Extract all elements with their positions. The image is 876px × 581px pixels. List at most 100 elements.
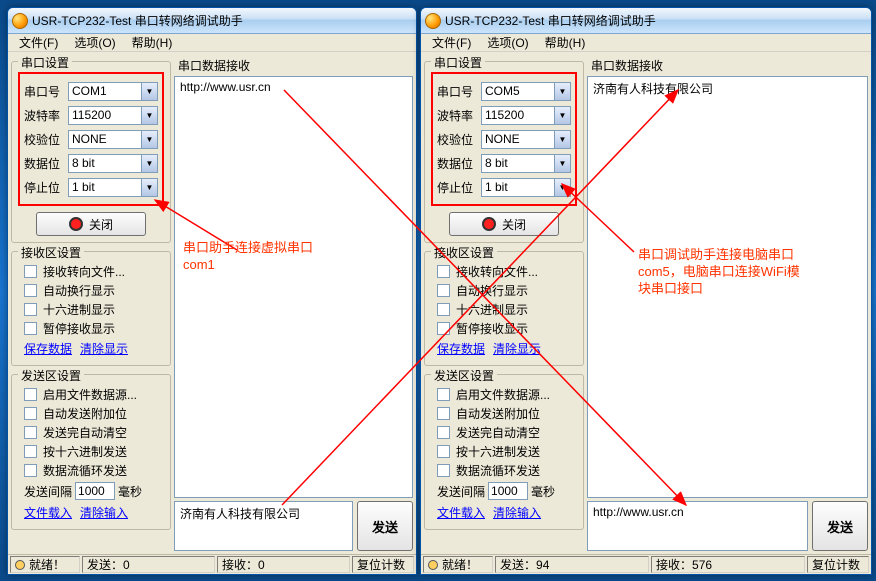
chevron-down-icon: ▼	[141, 107, 157, 124]
cb-recv-to-file[interactable]: 接收转向文件...	[431, 262, 577, 281]
baud-combo[interactable]: 115200▼	[68, 106, 158, 125]
stopbits-combo[interactable]: 1 bit▼	[481, 178, 571, 197]
titlebar[interactable]: USR-TCP232-Test 串口转网络调试助手	[421, 8, 871, 34]
cb-loop-send[interactable]: 数据流循环发送	[431, 461, 577, 480]
recv-textarea[interactable]: http://www.usr.cn	[174, 76, 413, 498]
record-icon	[69, 217, 83, 231]
port-label: 串口号	[437, 83, 481, 100]
reset-count-button[interactable]: 复位计数	[352, 556, 414, 573]
databits-label: 数据位	[24, 155, 68, 172]
save-data-link[interactable]: 保存数据	[437, 340, 485, 357]
menu-file[interactable]: 文件(F)	[424, 33, 479, 52]
cb-auto-newline[interactable]: 自动换行显示	[431, 281, 577, 300]
databits-combo[interactable]: 8 bit▼	[68, 154, 158, 173]
recv-header: 串口数据接收	[587, 55, 868, 76]
send-settings-group: 发送区设置 启用文件数据源... 自动发送附加位 发送完自动清空 按十六进制发送…	[424, 374, 584, 530]
interval-input[interactable]	[488, 482, 528, 500]
app-icon	[425, 13, 441, 29]
databits-combo[interactable]: 8 bit▼	[481, 154, 571, 173]
chevron-down-icon: ▼	[554, 107, 570, 124]
interval-label: 发送间隔	[24, 483, 72, 500]
status-lamp-icon	[428, 560, 438, 570]
right-window: USR-TCP232-Test 串口转网络调试助手 文件(F) 选项(O) 帮助…	[420, 7, 872, 575]
window-title: USR-TCP232-Test 串口转网络调试助手	[445, 12, 656, 29]
recv-settings-group: 接收区设置 接收转向文件... 自动换行显示 十六进制显示 暂停接收显示 保存数…	[424, 251, 584, 366]
port-combo[interactable]: COM1▼	[68, 82, 158, 101]
cb-file-source[interactable]: 启用文件数据源...	[431, 385, 577, 404]
serial-settings-group: 串口设置 串口号COM1▼ 波特率115200▼ 校验位NONE▼ 数据位8 b…	[11, 61, 171, 243]
close-port-button[interactable]: 关闭	[449, 212, 559, 236]
cb-auto-append[interactable]: 自动发送附加位	[18, 404, 164, 423]
left-window: USR-TCP232-Test 串口转网络调试助手 文件(F) 选项(O) 帮助…	[7, 7, 417, 575]
cb-pause-recv[interactable]: 暂停接收显示	[431, 319, 577, 338]
port-label: 串口号	[24, 83, 68, 100]
menu-help[interactable]: 帮助(H)	[537, 33, 594, 52]
recv-textarea[interactable]: 济南有人科技有限公司	[587, 76, 868, 498]
chevron-down-icon: ▼	[554, 179, 570, 196]
databits-label: 数据位	[437, 155, 481, 172]
cb-hex-display[interactable]: 十六进制显示	[431, 300, 577, 319]
group-title: 串口设置	[431, 54, 485, 71]
app-icon	[12, 13, 28, 29]
cb-recv-to-file[interactable]: 接收转向文件...	[18, 262, 164, 281]
stopbits-combo[interactable]: 1 bit▼	[68, 178, 158, 197]
status-lamp-icon	[15, 560, 25, 570]
cb-hex-send[interactable]: 按十六进制发送	[431, 442, 577, 461]
port-combo[interactable]: COM5▼	[481, 82, 571, 101]
parity-combo[interactable]: NONE▼	[481, 130, 571, 149]
cb-pause-recv[interactable]: 暂停接收显示	[18, 319, 164, 338]
group-title: 串口设置	[18, 54, 72, 71]
baud-label: 波特率	[437, 107, 481, 124]
cb-loop-send[interactable]: 数据流循环发送	[18, 461, 164, 480]
send-button[interactable]: 发送	[357, 501, 413, 551]
baud-label: 波特率	[24, 107, 68, 124]
serial-red-highlight: 串口号COM5▼ 波特率115200▼ 校验位NONE▼ 数据位8 bit▼ 停…	[431, 72, 577, 206]
send-textarea[interactable]: http://www.usr.cn	[587, 501, 808, 551]
clear-display-link[interactable]: 清除显示	[80, 340, 128, 357]
stopbits-label: 停止位	[437, 179, 481, 196]
menubar: 文件(F) 选项(O) 帮助(H)	[8, 34, 416, 52]
record-icon	[482, 217, 496, 231]
interval-unit: 毫秒	[118, 483, 142, 500]
menu-options[interactable]: 选项(O)	[66, 33, 123, 52]
serial-settings-group: 串口设置 串口号COM5▼ 波特率115200▼ 校验位NONE▼ 数据位8 b…	[424, 61, 584, 243]
interval-label: 发送间隔	[437, 483, 485, 500]
cb-file-source[interactable]: 启用文件数据源...	[18, 385, 164, 404]
chevron-down-icon: ▼	[554, 83, 570, 100]
close-port-button[interactable]: 关闭	[36, 212, 146, 236]
menu-help[interactable]: 帮助(H)	[124, 33, 181, 52]
clear-input-link[interactable]: 清除输入	[493, 504, 541, 521]
clear-display-link[interactable]: 清除显示	[493, 340, 541, 357]
baud-combo[interactable]: 115200▼	[481, 106, 571, 125]
parity-label: 校验位	[24, 131, 68, 148]
stopbits-label: 停止位	[24, 179, 68, 196]
cb-hex-display[interactable]: 十六进制显示	[18, 300, 164, 319]
reset-count-button[interactable]: 复位计数	[807, 556, 869, 573]
interval-input[interactable]	[75, 482, 115, 500]
serial-red-highlight: 串口号COM1▼ 波特率115200▼ 校验位NONE▼ 数据位8 bit▼ 停…	[18, 72, 164, 206]
chevron-down-icon: ▼	[141, 83, 157, 100]
send-textarea[interactable]: 济南有人科技有限公司	[174, 501, 353, 551]
cb-hex-send[interactable]: 按十六进制发送	[18, 442, 164, 461]
parity-combo[interactable]: NONE▼	[68, 130, 158, 149]
file-load-link[interactable]: 文件载入	[437, 504, 485, 521]
file-load-link[interactable]: 文件载入	[24, 504, 72, 521]
send-button[interactable]: 发送	[812, 501, 868, 551]
chevron-down-icon: ▼	[141, 131, 157, 148]
chevron-down-icon: ▼	[141, 155, 157, 172]
cb-auto-append[interactable]: 自动发送附加位	[431, 404, 577, 423]
menu-file[interactable]: 文件(F)	[11, 33, 66, 52]
menu-options[interactable]: 选项(O)	[479, 33, 536, 52]
chevron-down-icon: ▼	[141, 179, 157, 196]
window-title: USR-TCP232-Test 串口转网络调试助手	[32, 12, 243, 29]
interval-unit: 毫秒	[531, 483, 555, 500]
save-data-link[interactable]: 保存数据	[24, 340, 72, 357]
titlebar[interactable]: USR-TCP232-Test 串口转网络调试助手	[8, 8, 416, 34]
cb-auto-newline[interactable]: 自动换行显示	[18, 281, 164, 300]
cb-auto-clear[interactable]: 发送完自动清空	[431, 423, 577, 442]
clear-input-link[interactable]: 清除输入	[80, 504, 128, 521]
chevron-down-icon: ▼	[554, 155, 570, 172]
parity-label: 校验位	[437, 131, 481, 148]
cb-auto-clear[interactable]: 发送完自动清空	[18, 423, 164, 442]
send-settings-group: 发送区设置 启用文件数据源... 自动发送附加位 发送完自动清空 按十六进制发送…	[11, 374, 171, 530]
